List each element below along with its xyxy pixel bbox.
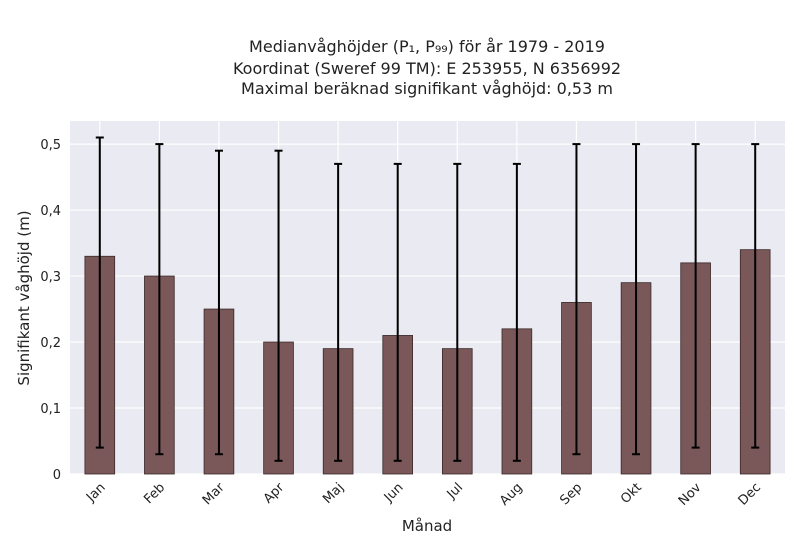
plot-area (70, 121, 785, 474)
chart-title-line-1: Medianvåghöjder (P₁, P₉₉) för år 1979 - … (249, 37, 605, 56)
x-axis-ticks: Jan Feb Mar Apr Maj Jun Jul Aug Sep Okt Nov Dec (83, 480, 764, 509)
chart-title: Medianvåghöjder (P₁, P₉₉) för år 1979 - … (233, 37, 621, 98)
y-tick-label: 0,3 (40, 270, 61, 285)
y-axis-ticks: 0 0,1 0,2 0,3 0,4 0,5 (40, 138, 61, 483)
x-tick-label: Nov (676, 480, 705, 509)
x-tick-label: Dec (736, 480, 764, 508)
x-tick-label: Apr (261, 480, 288, 507)
x-tick-label: Sep (557, 480, 585, 508)
x-tick-label: Mar (200, 480, 228, 508)
y-tick-label: 0 (53, 468, 61, 483)
x-tick-label: Feb (141, 480, 168, 507)
chart-title-line-2: Koordinat (Sweref 99 TM): E 253955, N 63… (233, 59, 621, 78)
x-tick-label: Maj (320, 480, 347, 507)
x-tick-label: Jan (83, 480, 108, 505)
y-axis-label: Signifikant våghöjd (m) (15, 210, 33, 385)
x-tick-label: Aug (497, 480, 526, 509)
y-tick-label: 0,2 (40, 336, 61, 351)
chart-title-line-3: Maximal beräknad signifikant våghöjd: 0,… (241, 79, 613, 98)
y-tick-label: 0,1 (40, 402, 61, 417)
x-tick-label: Okt (618, 480, 645, 507)
error-bars-group (95, 136, 760, 462)
x-tick-label: Jul (444, 480, 466, 502)
x-axis-label: Månad (402, 517, 452, 535)
x-tick-label: Jun (381, 480, 407, 506)
y-tick-label: 0,5 (40, 138, 61, 153)
y-tick-label: 0,4 (40, 204, 61, 219)
